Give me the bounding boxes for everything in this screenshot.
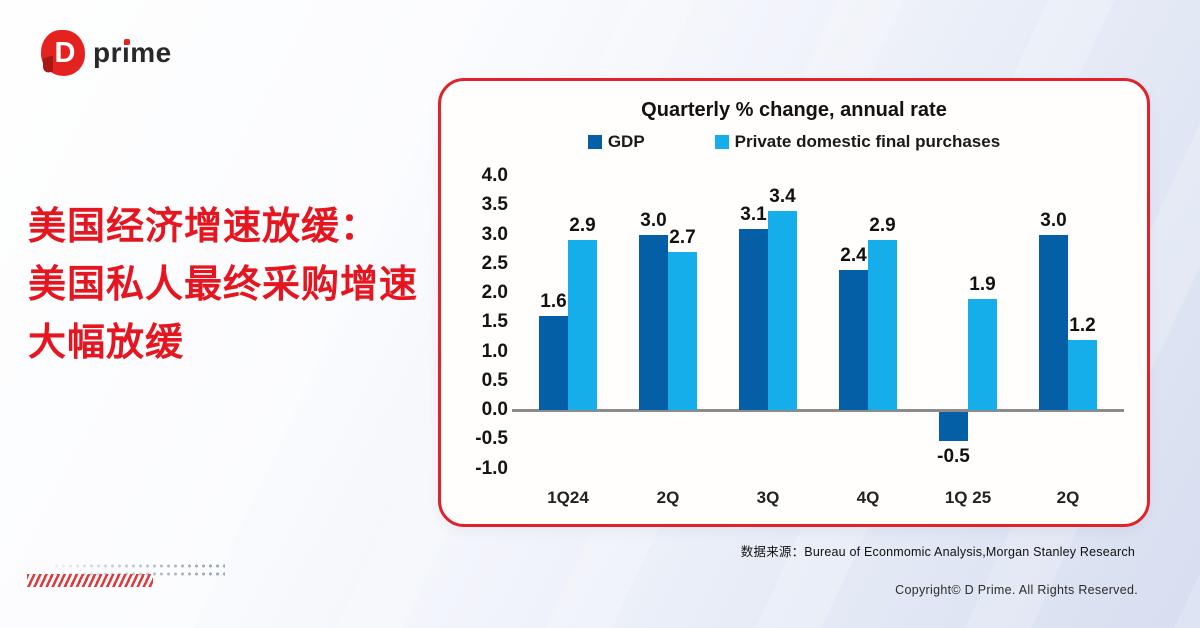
y-axis-tick-label: 0.5 [481,369,508,391]
striped-bar-decoration [27,574,153,587]
bar-value-label: 3.4 [769,186,796,208]
bar-gdp [839,269,868,410]
bar-value-label: 2.9 [569,215,596,237]
x-axis-category-label: 4Q [856,488,880,507]
bar-value-label: 2.4 [840,244,867,266]
legend-item: Private domestic final purchases [714,132,1001,152]
copyright: Copyright© D Prime. All Rights Reserved. [895,583,1138,597]
x-axis-category-label: 3Q [756,488,780,507]
logo-d-icon: D [41,30,85,76]
bar-gdp [939,412,968,442]
bar-pdfp [568,240,597,410]
chart-title: Quarterly % change, annual rate [641,99,947,121]
bar-value-label: 3.1 [740,203,767,225]
bar-pdfp [868,240,897,410]
y-axis-tick-label: 2.0 [481,282,508,303]
logo-d-letter: D [54,36,76,69]
y-axis-tick-label: 4.0 [481,165,508,186]
zero-axis-line [512,409,1124,412]
x-axis-category-label: 2Q [1056,488,1080,507]
y-axis-tick-label: 1.5 [481,311,508,333]
bar-value-label: 1.2 [1069,314,1096,336]
legend-swatch-icon [587,135,602,149]
chart-legend: GDP Private domestic final purchases [441,132,1147,152]
bar-value-label: -0.5 [937,446,970,468]
logo-wordmark: prime [93,37,172,68]
chart-card: Quarterly % change, annual rate GDP Priva… [438,78,1150,527]
bar-pdfp [668,252,697,410]
bar-gdp [1039,234,1068,410]
legend-swatch-icon [714,135,729,149]
legend-item: GDP [587,132,645,152]
y-axis-tick-label: 2.5 [481,252,508,274]
source-note: 数据来源：Bureau of Econmomic Analysis,Morgan… [740,545,1135,559]
bar-pdfp [968,298,997,410]
bar-pdfp [768,211,797,410]
bar-gdp [639,234,668,410]
legend-label: GDP [607,132,645,151]
chart-plot-area: 4.0 3.5 3.0 2.5 2.0 1.5 1.0 0.5 0.0 -0.5 -1.0 1Q24 1… [475,165,1124,507]
bar-value-label: 3.0 [640,209,667,231]
bar-gdp [539,316,568,410]
logo: D prime [41,30,172,76]
bar-gdp [739,228,768,410]
y-axis-tick-label: 3.0 [481,223,508,245]
headline-line-1: 美国经济增速放缓： [28,206,380,248]
bar-pdfp [1068,339,1097,410]
bar-value-label: 2.9 [869,215,896,237]
y-axis-tick-label: 1.0 [481,340,508,362]
bar-value-label: 3.0 [1040,209,1067,231]
bar-value-label: 2.7 [669,227,696,249]
legend-label: Private domestic final purchases [734,132,1001,151]
bar-value-label: 1.6 [540,291,567,313]
headline: 美国经济增速放缓： 美国私人最终采购增速 大幅放缓 [28,198,438,372]
headline-line-3: 大幅放缓 [28,322,185,364]
x-axis-category-label: 1Q24 [547,488,589,507]
y-axis-tick-label: -0.5 [475,428,508,450]
y-axis-tick-label: 3.5 [481,194,508,216]
bar-value-label: 1.9 [969,273,996,295]
headline-line-2: 美国私人最终采购增速 [28,264,419,306]
x-axis-category-label: 2Q [656,488,680,507]
y-axis-tick-label: -1.0 [475,457,508,479]
y-axis-tick-label: 0.0 [481,399,508,420]
x-axis-category-label: 1Q 25 [944,488,992,507]
